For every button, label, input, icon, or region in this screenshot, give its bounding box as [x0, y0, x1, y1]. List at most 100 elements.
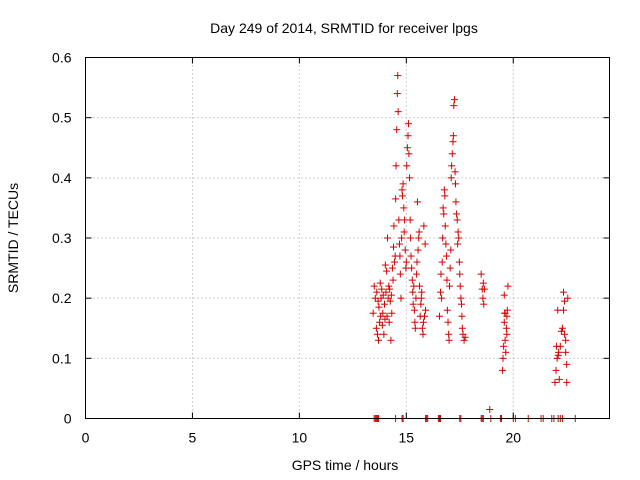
- data-point: [413, 270, 421, 278]
- data-point: [448, 150, 456, 158]
- data-point: [406, 174, 414, 182]
- data-point: [410, 306, 418, 314]
- data-point: [389, 276, 397, 284]
- data-point: [369, 309, 377, 317]
- data-point: [381, 261, 389, 269]
- data-point: [437, 288, 445, 296]
- data-point: [386, 297, 394, 305]
- data-point: [404, 120, 412, 128]
- data-point: [419, 318, 427, 326]
- data-point: [420, 222, 428, 230]
- data-point: [383, 234, 391, 242]
- data-point: [454, 228, 462, 236]
- data-point: [400, 228, 408, 236]
- data-point: [552, 366, 560, 374]
- data-point: [422, 306, 430, 314]
- data-point: [375, 336, 383, 344]
- data-point: [561, 297, 569, 305]
- x-tick-label: 10: [292, 430, 308, 446]
- data-point: [563, 378, 571, 386]
- data-point: [439, 204, 447, 212]
- data-point: [563, 360, 571, 368]
- data-point: [387, 336, 395, 344]
- data-point: [398, 234, 406, 242]
- data-point: [392, 162, 400, 170]
- data-point: [393, 90, 401, 98]
- data-point: [417, 300, 425, 308]
- data-point: [501, 336, 509, 344]
- data-point: [394, 72, 402, 80]
- data-point: [479, 294, 487, 302]
- y-tick-label: 0.5: [52, 110, 72, 126]
- data-point: [446, 264, 454, 272]
- y-tick-label: 0.4: [52, 170, 72, 186]
- data-point: [390, 222, 398, 230]
- data-point: [376, 279, 384, 287]
- data-point: [419, 330, 427, 338]
- x-tick-label: 20: [505, 430, 521, 446]
- data-point: [450, 102, 458, 110]
- data-point: [421, 240, 429, 248]
- data-point: [409, 300, 417, 308]
- data-point: [453, 216, 461, 224]
- x-tick-label: 15: [399, 430, 415, 446]
- data-point: [500, 291, 508, 299]
- data-point: [502, 324, 510, 332]
- plot-frame: [85, 57, 610, 419]
- data-point: [501, 309, 509, 317]
- data-point: [502, 348, 510, 356]
- data-point: [444, 318, 452, 326]
- data-point: [381, 300, 389, 308]
- data-point: [413, 198, 421, 206]
- data-point: [389, 243, 397, 251]
- data-point: [383, 267, 391, 275]
- data-point: [392, 195, 400, 203]
- data-point: [551, 378, 559, 386]
- data-point: [456, 270, 464, 278]
- data-point: [447, 174, 455, 182]
- data-point: [441, 222, 449, 230]
- data-point: [477, 270, 485, 278]
- data-point: [383, 312, 391, 320]
- data-point: [418, 324, 426, 332]
- data-point: [387, 291, 395, 299]
- data-point: [416, 282, 424, 290]
- data-point: [408, 276, 416, 284]
- data-point: [441, 192, 449, 200]
- x-tick-label: 0: [82, 430, 90, 446]
- data-point: [449, 132, 457, 140]
- data-point: [480, 300, 488, 308]
- data-point: [407, 234, 415, 242]
- data-point: [503, 330, 511, 338]
- data-point: [388, 309, 396, 317]
- data-point: [394, 108, 402, 116]
- data-point: [443, 276, 451, 284]
- data-point: [438, 258, 446, 266]
- data-point: [499, 366, 507, 374]
- data-point: [411, 324, 419, 332]
- data-point: [560, 306, 568, 314]
- data-point: [413, 258, 421, 266]
- data-point: [445, 330, 453, 338]
- data-point: [403, 144, 411, 152]
- data-point: [448, 162, 456, 170]
- data-point: [564, 294, 572, 302]
- data-point: [451, 168, 459, 176]
- data-point: [382, 288, 390, 296]
- data-point: [452, 180, 460, 188]
- data-points: [369, 72, 579, 422]
- data-point: [391, 258, 399, 266]
- data-point: [418, 288, 426, 296]
- data-point: [454, 240, 462, 248]
- data-point: [398, 192, 406, 200]
- data-point: [378, 285, 386, 293]
- data-point: [401, 246, 409, 254]
- data-point: [443, 306, 451, 314]
- data-point: [402, 258, 410, 266]
- data-point: [558, 324, 566, 332]
- data-point: [388, 264, 396, 272]
- data-point: [449, 138, 457, 146]
- data-point: [440, 210, 448, 218]
- data-point: [500, 318, 508, 326]
- data-point: [560, 288, 568, 296]
